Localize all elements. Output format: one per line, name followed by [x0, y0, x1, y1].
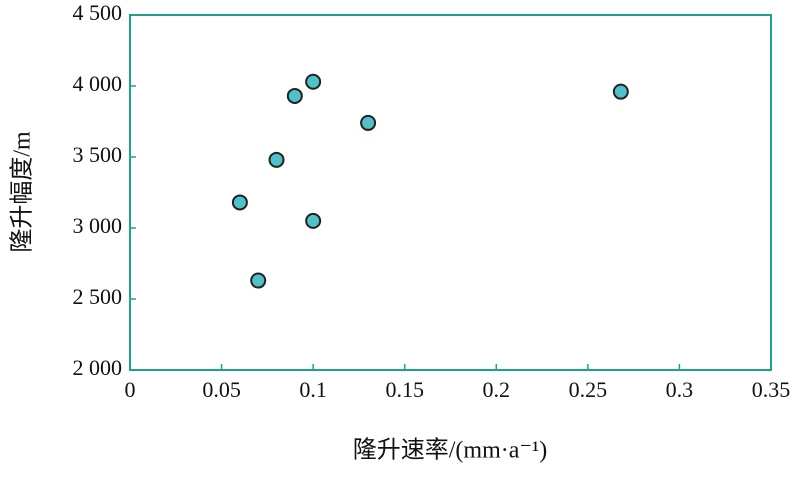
point — [250, 272, 267, 289]
point — [305, 212, 322, 229]
point — [305, 73, 322, 90]
y-tick-label: 2 500 — [73, 284, 123, 309]
y-tick-label: 3 500 — [73, 142, 123, 167]
y-tick-label: 3 000 — [73, 213, 123, 238]
point — [231, 194, 248, 211]
point — [360, 114, 377, 131]
x-tick-label: 0.25 — [569, 377, 608, 402]
point — [268, 151, 285, 168]
x-tick-label: 0.3 — [666, 377, 694, 402]
point — [286, 87, 303, 104]
x-tick-label: 0.05 — [202, 377, 241, 402]
y-tick-label: 2 000 — [73, 355, 123, 380]
x-tick-label: 0.2 — [483, 377, 511, 402]
y-axis-title: 隆升幅度/m — [9, 131, 36, 253]
x-tick-label: 0 — [125, 377, 136, 402]
plot-frame — [129, 14, 772, 371]
x-tick-label: 0.35 — [752, 377, 791, 402]
x-tick-label: 0.1 — [299, 377, 327, 402]
x-axis-title: 隆升速率/(mm·a⁻¹) — [353, 437, 548, 464]
y-tick-label: 4 500 — [73, 0, 123, 25]
y-tick-label: 4 000 — [73, 71, 123, 96]
x-tick-label: 0.15 — [385, 377, 424, 402]
point — [612, 83, 629, 100]
